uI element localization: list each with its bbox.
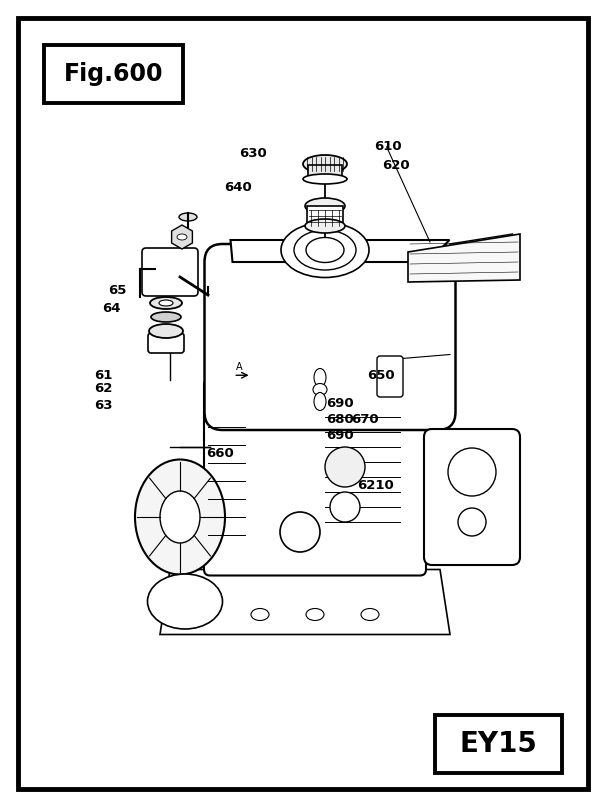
Ellipse shape — [306, 608, 324, 621]
Ellipse shape — [179, 213, 197, 221]
Ellipse shape — [159, 300, 173, 306]
Ellipse shape — [150, 297, 182, 309]
Ellipse shape — [306, 237, 344, 262]
Text: 64: 64 — [102, 302, 121, 315]
Text: 650: 650 — [367, 369, 395, 382]
Ellipse shape — [149, 324, 183, 338]
Ellipse shape — [314, 369, 326, 387]
FancyBboxPatch shape — [142, 248, 198, 296]
Ellipse shape — [281, 223, 369, 278]
Text: 630: 630 — [239, 147, 267, 160]
Ellipse shape — [177, 234, 187, 240]
FancyBboxPatch shape — [148, 333, 184, 353]
FancyBboxPatch shape — [204, 244, 456, 430]
Text: 660: 660 — [206, 447, 234, 460]
Polygon shape — [160, 570, 450, 634]
Text: Fig.600: Fig.600 — [64, 62, 163, 86]
FancyBboxPatch shape — [377, 356, 403, 397]
Ellipse shape — [147, 574, 222, 629]
Text: 620: 620 — [382, 159, 410, 172]
Text: 690: 690 — [326, 397, 354, 410]
Text: A: A — [236, 362, 243, 371]
Text: 63: 63 — [94, 399, 113, 412]
Bar — [44, 45, 183, 103]
Ellipse shape — [303, 155, 347, 173]
Ellipse shape — [151, 312, 181, 322]
Ellipse shape — [330, 492, 360, 522]
Bar — [435, 715, 562, 773]
Text: 62: 62 — [94, 383, 112, 395]
Text: 61: 61 — [94, 369, 112, 382]
Ellipse shape — [325, 447, 365, 487]
Ellipse shape — [305, 198, 345, 214]
Ellipse shape — [251, 608, 269, 621]
Ellipse shape — [305, 219, 345, 233]
FancyBboxPatch shape — [204, 378, 426, 575]
Ellipse shape — [135, 459, 225, 575]
Ellipse shape — [294, 230, 356, 270]
Ellipse shape — [458, 508, 486, 536]
Ellipse shape — [160, 491, 200, 543]
Ellipse shape — [448, 448, 496, 496]
Ellipse shape — [314, 392, 326, 411]
Bar — [255, 366, 375, 384]
Text: EY15: EY15 — [460, 730, 538, 758]
Text: 65: 65 — [108, 284, 126, 297]
Polygon shape — [230, 240, 450, 262]
Text: 670: 670 — [351, 413, 379, 426]
Ellipse shape — [303, 174, 347, 184]
Text: 6210: 6210 — [358, 479, 395, 492]
Ellipse shape — [280, 512, 320, 552]
Polygon shape — [408, 234, 520, 282]
Text: 640: 640 — [224, 181, 252, 194]
Ellipse shape — [361, 608, 379, 621]
Text: 680: 680 — [326, 413, 354, 426]
Ellipse shape — [313, 383, 327, 395]
Text: 690: 690 — [326, 429, 354, 442]
Text: 610: 610 — [375, 140, 402, 153]
Bar — [308, 165, 342, 179]
FancyBboxPatch shape — [424, 429, 520, 565]
Bar — [307, 206, 343, 226]
